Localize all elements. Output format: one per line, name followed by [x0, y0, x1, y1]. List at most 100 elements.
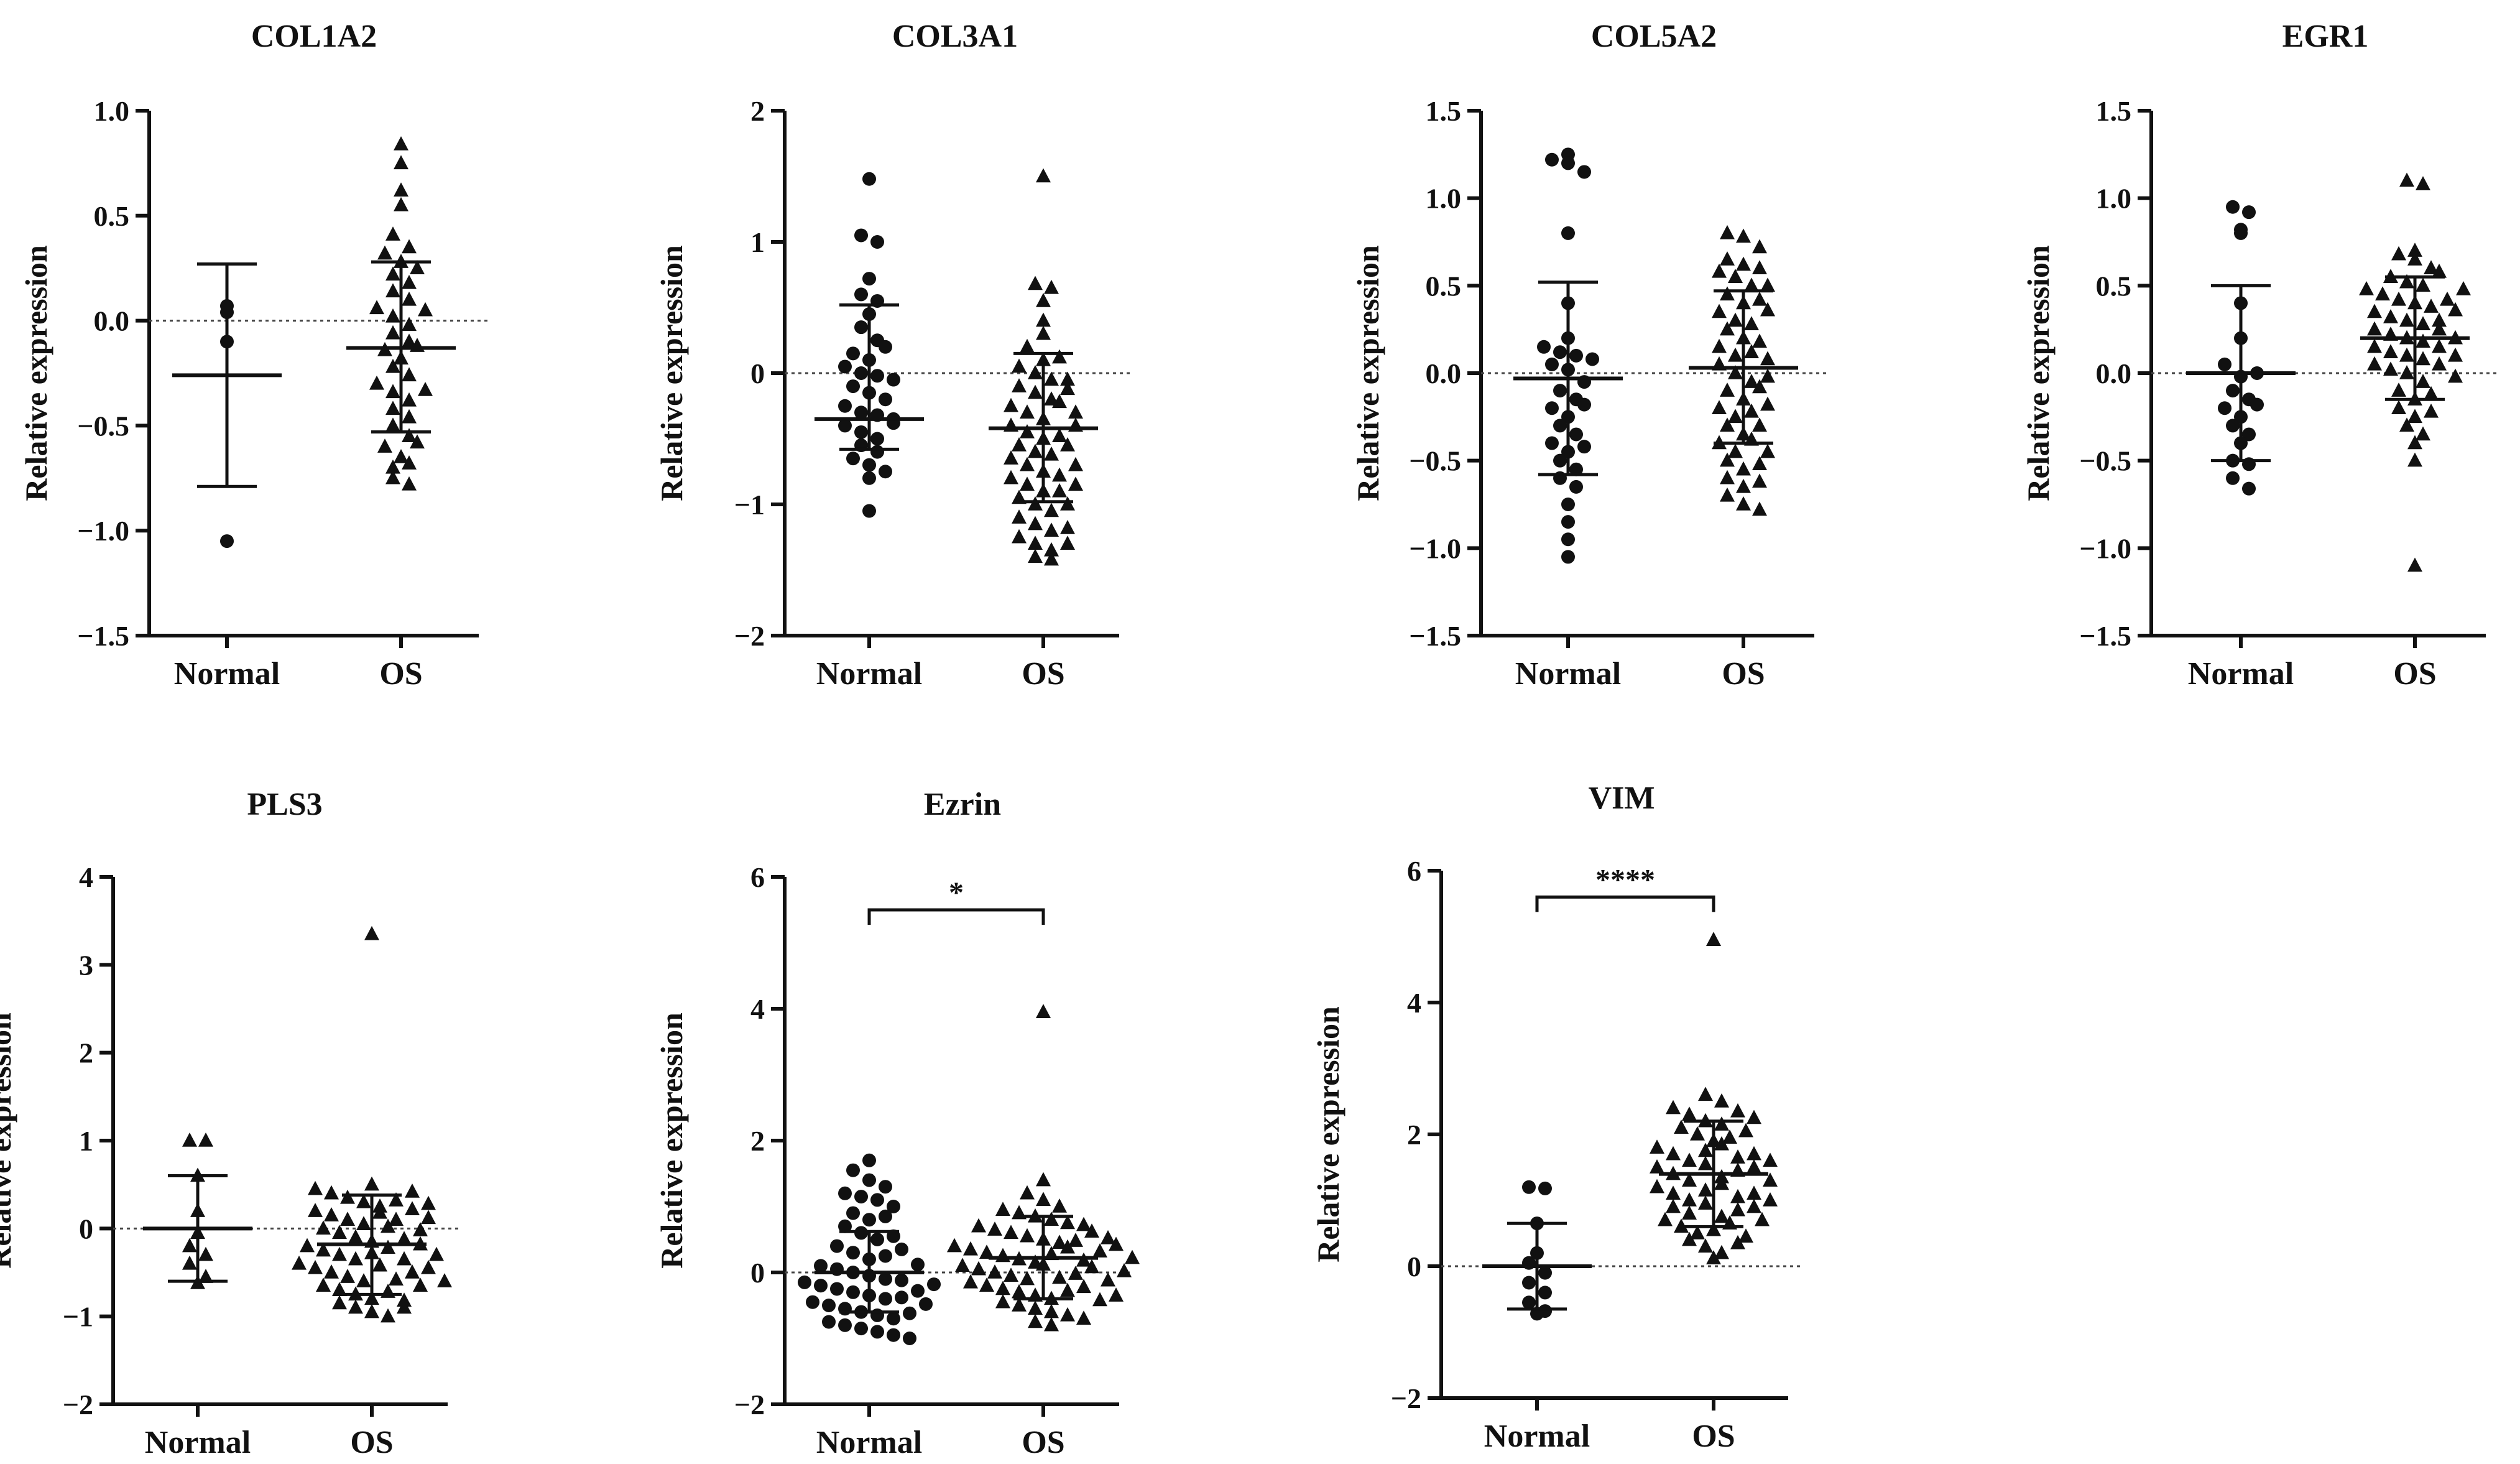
- data-point-normal: [846, 1163, 860, 1177]
- data-point-os: [348, 1229, 363, 1244]
- data-point-os: [1012, 358, 1027, 373]
- data-point-os: [1028, 443, 1043, 458]
- data-point-os: [1714, 1116, 1729, 1131]
- data-point-os: [947, 1238, 962, 1253]
- data-point-normal: [879, 392, 892, 407]
- y-tick-label: 1.5: [2096, 95, 2132, 127]
- data-point-os: [2407, 251, 2422, 266]
- data-point-os: [2399, 417, 2414, 432]
- data-point-os: [1720, 417, 1735, 432]
- data-point-os: [979, 1244, 994, 1259]
- y-axis-label: Relative expression: [2021, 245, 2056, 501]
- data-point-normal: [1553, 453, 1567, 468]
- data-point-os: [1076, 1279, 1091, 1294]
- data-point-os: [2391, 246, 2406, 261]
- data-point-normal: [838, 1318, 852, 1332]
- data-point-os: [1650, 1179, 1664, 1193]
- data-point-os: [1028, 535, 1043, 550]
- data-point-os: [1101, 1272, 1115, 1287]
- data-point-normal: [798, 1275, 811, 1289]
- data-point-os: [1044, 551, 1059, 566]
- data-point-os: [2391, 400, 2406, 415]
- data-point-normal: [838, 399, 852, 413]
- data-point-normal: [870, 1193, 884, 1207]
- data-point-os: [2407, 435, 2422, 450]
- data-point-os: [1060, 1215, 1075, 1230]
- data-point-os: [1068, 1233, 1083, 1247]
- data-point-os: [324, 1207, 339, 1221]
- data-point-os: [1004, 1225, 1018, 1239]
- data-point-os: [971, 1261, 986, 1276]
- y-tick-label: 0: [1407, 1251, 1421, 1282]
- x-category-label: Normal: [1484, 1419, 1590, 1454]
- data-point-normal: [1569, 348, 1583, 363]
- data-point-os: [1738, 1123, 1753, 1137]
- data-point-os: [1117, 1262, 1132, 1277]
- data-point-os: [1728, 365, 1743, 379]
- data-point-os: [1752, 379, 1767, 394]
- data-point-os: [348, 1299, 363, 1314]
- data-point-normal: [198, 1269, 213, 1283]
- data-point-os: [1060, 519, 1075, 534]
- y-tick-label: 0: [79, 1213, 93, 1244]
- data-point-os: [1004, 470, 1018, 484]
- y-tick-label: −0.5: [1409, 445, 1461, 477]
- data-point-os: [1730, 1188, 1745, 1203]
- data-point-os: [1052, 428, 1067, 443]
- data-point-os: [2416, 176, 2430, 190]
- data-point-os: [2407, 409, 2422, 424]
- data-point-os: [402, 239, 417, 254]
- data-point-os: [2367, 356, 2382, 371]
- y-axis-label: Relative expression: [1311, 1006, 1345, 1262]
- data-point-normal: [895, 1242, 908, 1256]
- data-point-normal: [2250, 397, 2264, 412]
- x-category-label: OS: [1722, 656, 1765, 692]
- data-point-os: [1714, 1093, 1729, 1108]
- data-point-os: [332, 1282, 347, 1297]
- data-point-normal: [822, 1299, 836, 1312]
- data-point-normal: [2218, 401, 2232, 415]
- data-point-os: [1044, 371, 1059, 386]
- x-category-label: OS: [1692, 1419, 1735, 1454]
- data-point-os: [2407, 557, 2422, 572]
- data-point-os: [413, 1277, 428, 1292]
- data-point-normal: [854, 1190, 868, 1204]
- chart-title: VIM: [1589, 781, 1655, 816]
- data-point-os: [2399, 365, 2414, 379]
- data-point-os: [389, 1271, 404, 1286]
- y-tick-label: −2: [734, 1389, 765, 1420]
- data-point-normal: [870, 445, 884, 459]
- data-point-os: [2432, 338, 2447, 353]
- data-point-os: [324, 1185, 339, 1200]
- data-point-os: [421, 1259, 436, 1274]
- y-tick-label: 6: [750, 861, 765, 893]
- data-point-os: [405, 1201, 420, 1215]
- data-point-normal: [854, 320, 868, 335]
- data-point-os: [369, 375, 384, 390]
- data-point-os: [1060, 1239, 1075, 1254]
- x-category-label: Normal: [816, 1425, 922, 1460]
- data-point-os: [1020, 338, 1035, 353]
- data-point-normal: [854, 425, 868, 439]
- x-category-label: Normal: [816, 656, 922, 692]
- data-point-os: [2448, 302, 2463, 317]
- data-point-os: [316, 1277, 331, 1292]
- data-point-os: [1060, 1282, 1075, 1297]
- data-point-os: [1728, 409, 1743, 424]
- data-point-os: [2375, 286, 2390, 301]
- data-point-normal: [838, 1186, 852, 1200]
- data-point-os: [1012, 529, 1027, 544]
- data-point-os: [1044, 1304, 1059, 1318]
- data-point-os: [1730, 1149, 1745, 1164]
- data-point-normal: [1538, 1181, 1552, 1195]
- data-point-normal: [846, 1206, 860, 1220]
- data-point-os: [1736, 228, 1751, 243]
- data-point-normal: [887, 1312, 900, 1326]
- data-point-os: [1020, 476, 1035, 491]
- data-point-os: [2367, 338, 2382, 353]
- data-point-os: [1028, 496, 1043, 511]
- data-point-normal: [862, 172, 876, 186]
- data-point-os: [1747, 1159, 1761, 1174]
- panel-egr1: EGR1 1.5 1.0 0.5 0.0 −0.5 −1.0 −1.5 Relative exp…: [2021, 19, 2498, 692]
- significance-bracket: [1535, 895, 1715, 912]
